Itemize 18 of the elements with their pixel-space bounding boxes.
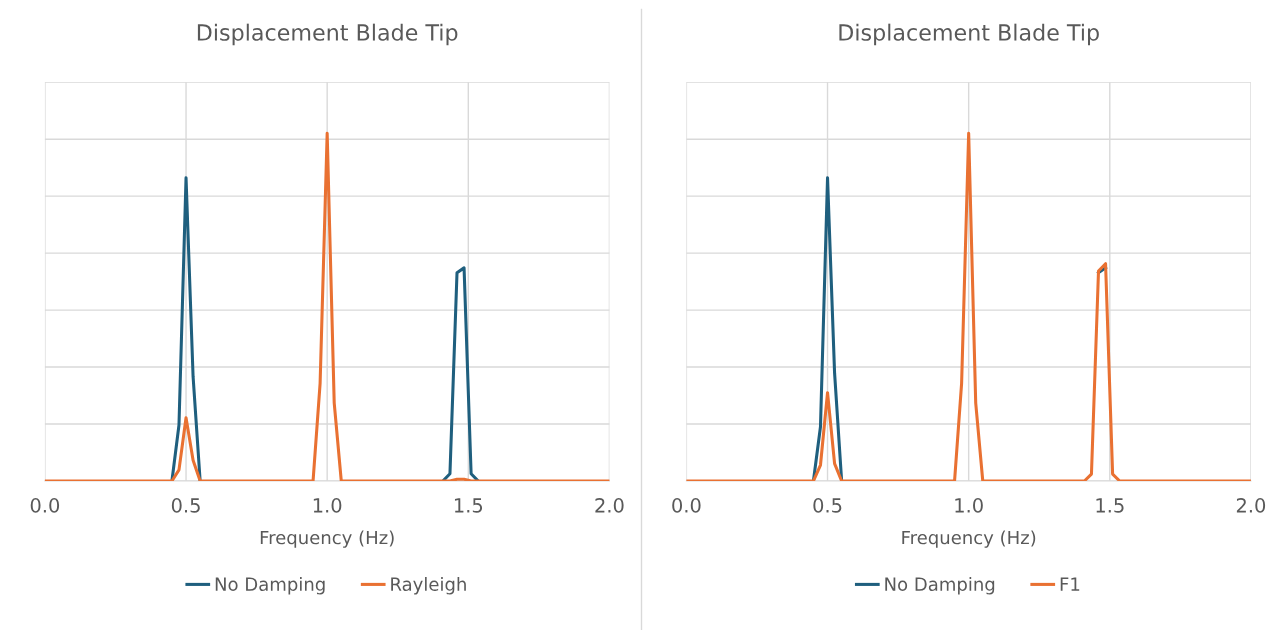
x-tick-label: 2.0 [1236,498,1266,513]
legend-label: No Damping [215,577,325,595]
x-tick-label: 2.0 [595,498,624,513]
x-tick-label: 1.5 [454,498,483,513]
x-tick-label: 0.5 [171,498,200,513]
x-tick-label: 1.0 [313,498,342,513]
x-axis-title: Frequency (Hz) [260,530,394,548]
legend-label: No Damping [885,577,995,595]
x-tick-label: 0.5 [813,498,842,513]
legend-label: Rayleigh [391,577,466,595]
x-axis-title: Frequency (Hz) [902,530,1036,548]
chart-title: Displacement Blade Tip [197,23,458,46]
x-tick-label: 0.0 [30,498,60,513]
chart-title: Displacement Blade Tip [839,23,1099,46]
legend-label: F1 [1060,577,1080,591]
x-tick-label: 1.5 [1096,498,1124,513]
x-tick-label: 0.0 [672,498,701,513]
x-tick-label: 1.0 [955,498,983,513]
